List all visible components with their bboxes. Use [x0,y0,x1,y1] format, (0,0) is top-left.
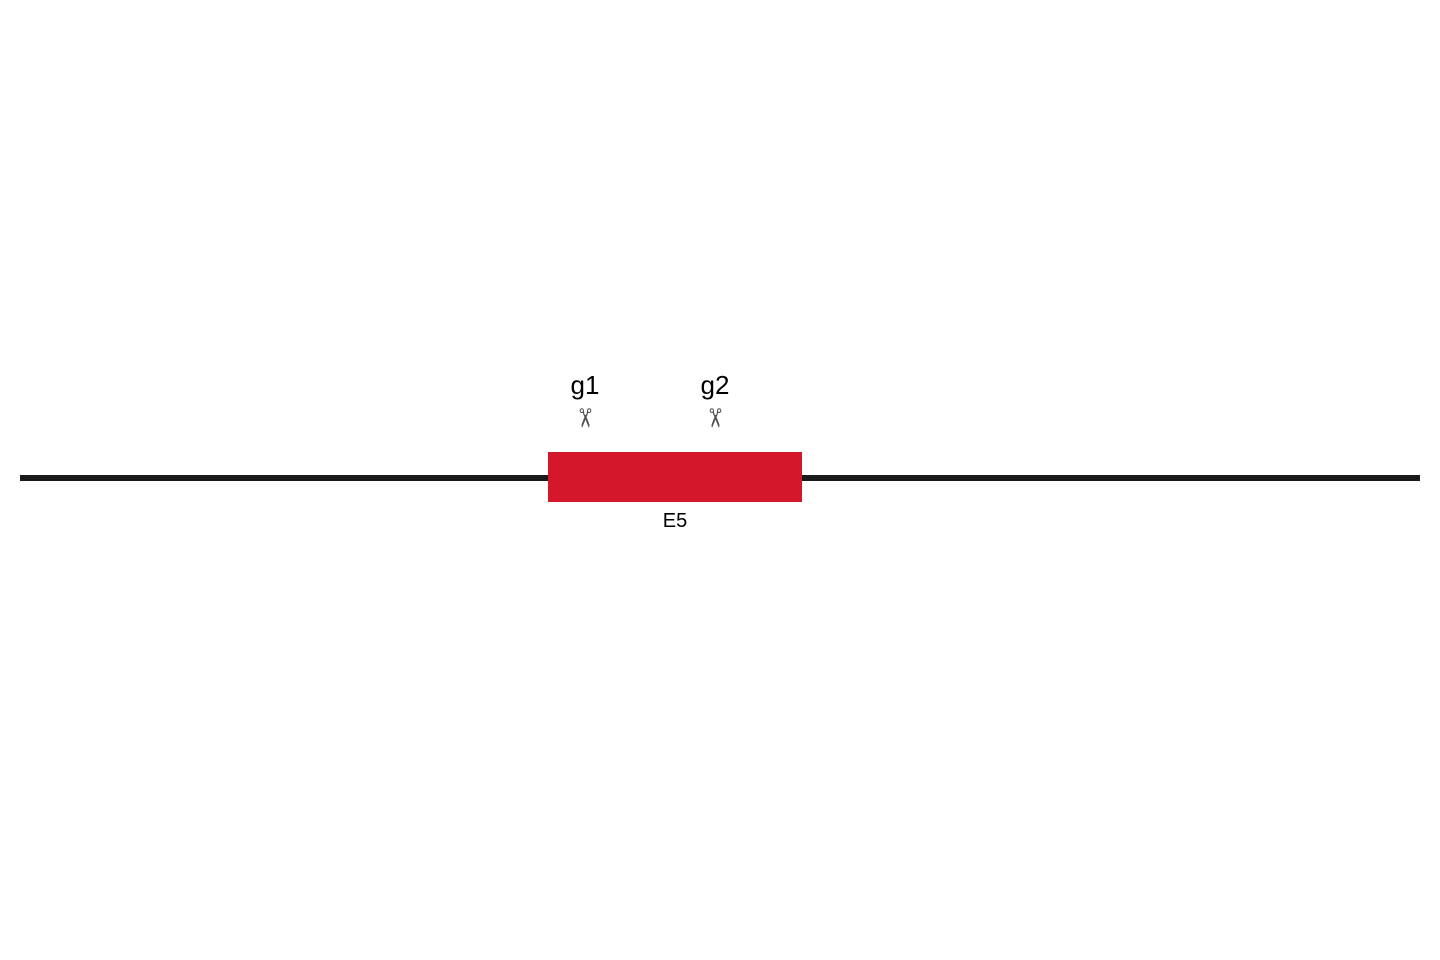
scissors-icon: ✂ [702,388,728,448]
scissors-icon: ✂ [572,388,598,448]
genome-line-right [802,475,1420,481]
genome-line-left [20,475,548,481]
exon-label: E5 [645,510,705,533]
gene-diagram: E5 g1 ✂ g2 ✂ [0,0,1440,960]
exon-box [548,452,802,502]
